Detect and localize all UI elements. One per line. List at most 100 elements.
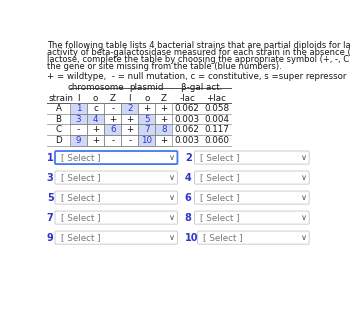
Text: 1: 1 [47,153,54,163]
Text: D: D [55,136,62,145]
Bar [87,135,104,146]
FancyBboxPatch shape [55,171,177,184]
Text: ∨: ∨ [301,173,307,182]
Text: 5: 5 [144,115,150,124]
Text: Z: Z [110,94,116,103]
Bar [121,124,138,135]
Text: 0.062: 0.062 [175,125,200,134]
Text: -lac: -lac [179,94,195,103]
Bar [121,103,138,114]
Bar [87,124,104,135]
Text: +: + [109,115,116,124]
Text: 3: 3 [47,173,54,183]
Bar [155,135,173,146]
Text: [ Select ]: [ Select ] [200,173,240,182]
Bar [138,135,155,146]
Text: 5: 5 [47,193,54,202]
Text: strain: strain [48,94,74,103]
Text: [ Select ]: [ Select ] [61,153,100,162]
Bar [87,114,104,124]
Text: o: o [93,94,98,103]
Text: 7: 7 [144,125,150,134]
Bar [121,103,138,114]
Bar [155,124,173,135]
Text: 0.003: 0.003 [175,136,200,145]
Bar [70,124,87,135]
Text: chromosome: chromosome [67,83,124,92]
FancyBboxPatch shape [55,211,177,224]
Text: +: + [160,136,168,145]
Bar [155,103,173,114]
Text: [ Select ]: [ Select ] [200,153,240,162]
Text: +: + [126,115,133,124]
Bar [104,103,121,114]
FancyBboxPatch shape [198,231,309,244]
Text: [ Select ]: [ Select ] [61,173,100,182]
Text: ∨: ∨ [301,233,307,242]
Text: ∨: ∨ [169,193,175,202]
Text: 8: 8 [161,125,167,134]
Bar [138,124,155,135]
Text: 0.058: 0.058 [204,104,229,113]
Text: [ Select ]: [ Select ] [203,233,243,242]
Text: the gene or site missing from the table (blue numbers).: the gene or site missing from the table … [47,62,282,71]
FancyBboxPatch shape [55,151,177,164]
Bar [104,124,121,135]
Bar [104,124,121,135]
Text: ∨: ∨ [169,173,175,182]
Text: β-gal act.: β-gal act. [181,83,223,92]
Text: 2: 2 [127,104,133,113]
Text: B: B [55,115,62,124]
Text: 0.117: 0.117 [204,125,229,134]
Text: +: + [160,104,168,113]
Bar [104,135,121,146]
Text: The following table lists 4 bacterial strains that are partial diploids for lac : The following table lists 4 bacterial st… [47,41,350,50]
Text: c: c [93,104,98,113]
Bar [70,114,87,124]
Text: -: - [111,104,114,113]
Bar [87,103,104,114]
Text: [ Select ]: [ Select ] [61,193,100,202]
Bar [104,114,121,124]
Text: ∨: ∨ [169,153,175,162]
Text: 7: 7 [47,212,54,223]
Text: 0.003: 0.003 [175,115,200,124]
Text: 9: 9 [76,136,81,145]
Text: [ Select ]: [ Select ] [200,193,240,202]
Text: 0.062: 0.062 [175,104,200,113]
Bar [155,114,173,124]
Bar [70,103,87,114]
Text: 1: 1 [76,104,81,113]
Text: -: - [128,136,131,145]
FancyBboxPatch shape [55,191,177,204]
Bar [138,124,155,135]
Text: 4: 4 [93,115,98,124]
Text: 6: 6 [110,125,116,134]
Text: 2: 2 [185,153,191,163]
Bar [155,124,173,135]
Bar [70,103,87,114]
FancyBboxPatch shape [195,191,309,204]
Bar [138,135,155,146]
FancyBboxPatch shape [195,151,309,164]
Text: lactose, complete the table by choosing the appropriate symbol (+, -, C, S) to i: lactose, complete the table by choosing … [47,55,350,64]
Text: Z: Z [161,94,167,103]
Text: 4: 4 [185,173,191,183]
Text: ∨: ∨ [301,213,307,222]
Bar [138,103,155,114]
Bar [138,114,155,124]
Text: A: A [55,104,62,113]
Text: [ Select ]: [ Select ] [61,213,100,222]
Text: activity of beta-galactosidase measured for each strain in the absence (-lac) or: activity of beta-galactosidase measured … [47,48,350,57]
Text: -: - [111,136,114,145]
FancyBboxPatch shape [195,171,309,184]
Text: +lac: +lac [206,94,226,103]
Text: +: + [92,136,99,145]
Bar [70,135,87,146]
Bar [121,135,138,146]
Text: [ Select ]: [ Select ] [200,213,240,222]
FancyBboxPatch shape [195,211,309,224]
Text: C: C [55,125,62,134]
Text: ∨: ∨ [301,193,307,202]
Text: ∨: ∨ [169,213,175,222]
